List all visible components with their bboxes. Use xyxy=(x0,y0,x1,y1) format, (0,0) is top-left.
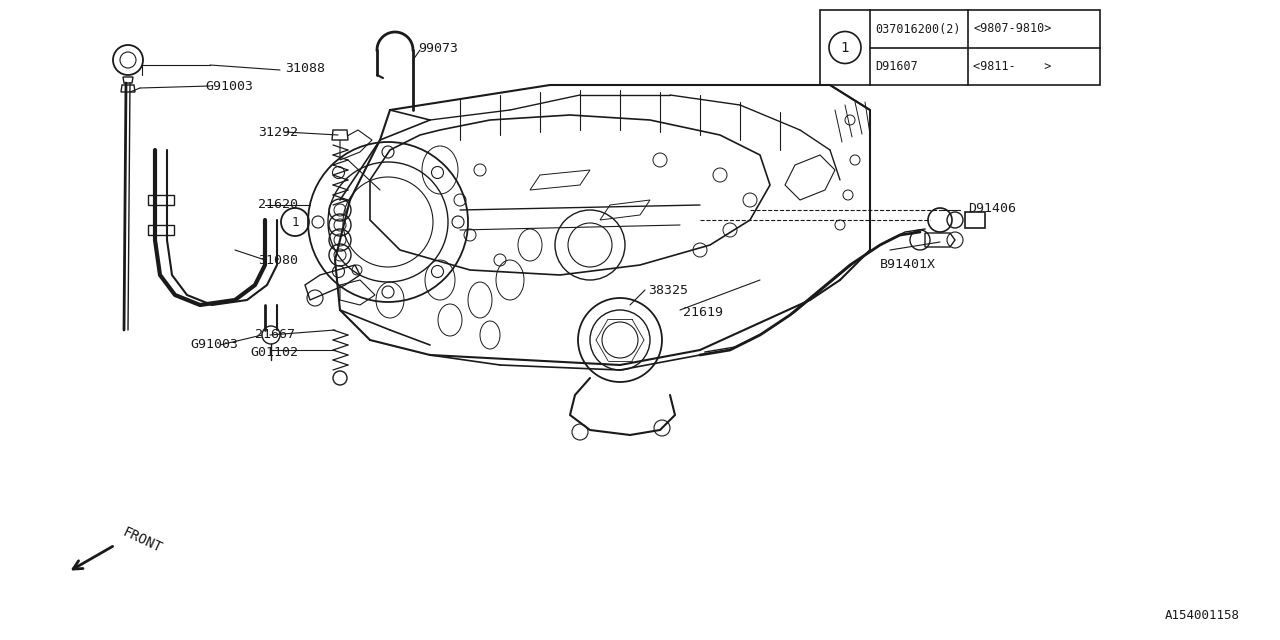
Text: 31292: 31292 xyxy=(259,125,298,138)
Text: 1: 1 xyxy=(841,40,849,54)
Text: D91607: D91607 xyxy=(876,61,918,74)
Text: G91003: G91003 xyxy=(205,79,253,93)
Text: G01102: G01102 xyxy=(250,346,298,358)
Text: B91401X: B91401X xyxy=(881,259,936,271)
Text: 037016200(2): 037016200(2) xyxy=(876,22,960,35)
Bar xyxy=(820,10,1100,85)
Text: 21620: 21620 xyxy=(259,198,298,211)
Text: <9807-9810>: <9807-9810> xyxy=(973,22,1051,35)
Text: A154001158: A154001158 xyxy=(1165,609,1240,622)
Text: G91003: G91003 xyxy=(189,339,238,351)
Text: 21667: 21667 xyxy=(255,328,294,342)
Text: FRONT: FRONT xyxy=(120,525,164,555)
Text: 38325: 38325 xyxy=(648,284,689,296)
Text: D91406: D91406 xyxy=(968,202,1016,214)
Polygon shape xyxy=(332,130,348,140)
Text: 1: 1 xyxy=(292,216,298,228)
Text: 99073: 99073 xyxy=(419,42,458,54)
Text: 21619: 21619 xyxy=(684,307,723,319)
Text: 31080: 31080 xyxy=(259,253,298,266)
Polygon shape xyxy=(123,77,133,83)
Text: 31088: 31088 xyxy=(285,61,325,74)
Text: <9811-    >: <9811- > xyxy=(973,61,1051,74)
